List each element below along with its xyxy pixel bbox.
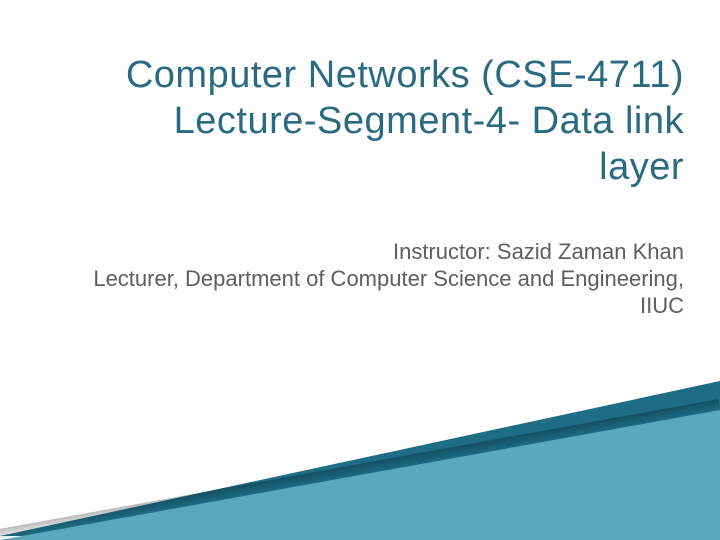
subtitle-line-2: Lecturer, Department of Computer Science… xyxy=(60,265,684,319)
subtitle-line-1: Instructor: Sazid Zaman Khan xyxy=(60,238,684,265)
slide-subtitle: Instructor: Sazid Zaman Khan Lecturer, D… xyxy=(60,238,684,319)
presentation-slide: Computer Networks (CSE-4711) Lecture-Seg… xyxy=(0,0,720,540)
slide-title: Computer Networks (CSE-4711) Lecture-Seg… xyxy=(80,52,684,190)
accent-triangle-light xyxy=(0,410,720,540)
